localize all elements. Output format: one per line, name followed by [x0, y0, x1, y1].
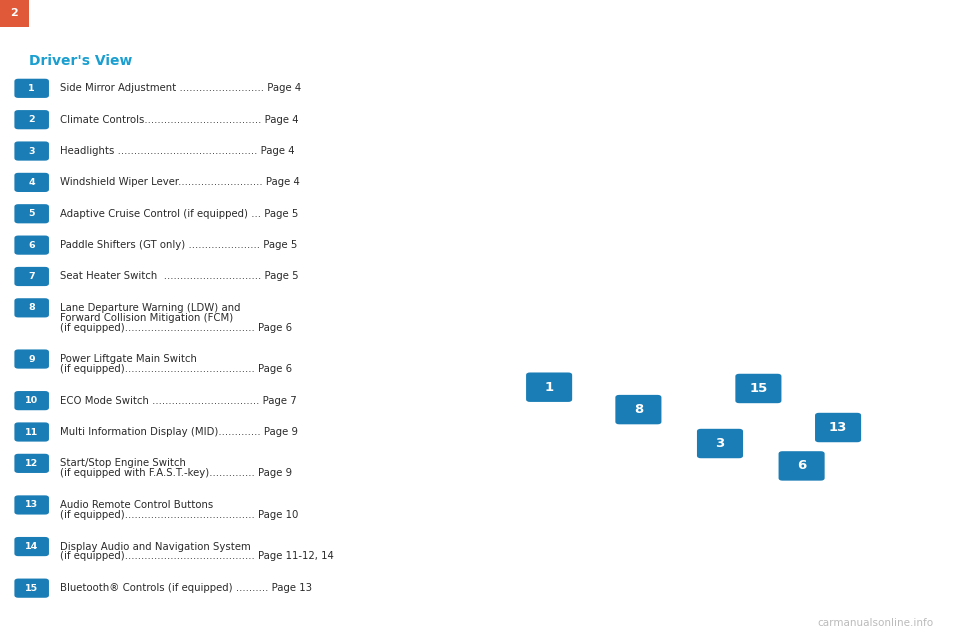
- FancyBboxPatch shape: [14, 79, 49, 98]
- Text: Display Audio and Navigation System: Display Audio and Navigation System: [60, 541, 252, 552]
- Text: Forward Collision Mitigation (FCM): Forward Collision Mitigation (FCM): [60, 313, 233, 323]
- Text: Climate Controls.................................... Page 4: Climate Controls........................…: [60, 115, 300, 125]
- Text: Driver's View: Driver's View: [29, 54, 132, 68]
- Text: Seat Heater Switch  .............................. Page 5: Seat Heater Switch .....................…: [60, 271, 300, 282]
- FancyBboxPatch shape: [14, 422, 49, 442]
- Text: 2: 2: [11, 8, 18, 19]
- Text: 14: 14: [25, 542, 38, 551]
- Text: 1: 1: [544, 381, 554, 394]
- Text: 10: 10: [25, 396, 38, 405]
- FancyBboxPatch shape: [14, 141, 49, 161]
- Text: 13: 13: [25, 500, 38, 509]
- Text: Adaptive Cruise Control (if equipped) ... Page 5: Adaptive Cruise Control (if equipped) ..…: [60, 209, 299, 219]
- FancyBboxPatch shape: [14, 579, 49, 598]
- Text: (if equipped with F.A.S.T.-key).............. Page 9: (if equipped with F.A.S.T.-key).........…: [60, 468, 293, 478]
- Text: 9: 9: [29, 355, 35, 364]
- Text: 1: 1: [29, 84, 35, 93]
- Text: (if equipped)........................................ Page 6: (if equipped)...........................…: [60, 323, 293, 333]
- FancyBboxPatch shape: [14, 267, 49, 286]
- FancyBboxPatch shape: [779, 451, 825, 481]
- FancyBboxPatch shape: [14, 173, 49, 192]
- Text: 7: 7: [29, 272, 35, 281]
- Text: (if equipped)........................................ Page 10: (if equipped)...........................…: [60, 510, 299, 520]
- Text: Power Liftgate Main Switch: Power Liftgate Main Switch: [60, 354, 198, 364]
- Text: Bluetooth® Controls (if equipped) .......... Page 13: Bluetooth® Controls (if equipped) ......…: [60, 583, 313, 593]
- Text: 8: 8: [634, 403, 643, 416]
- FancyBboxPatch shape: [14, 495, 49, 515]
- FancyBboxPatch shape: [526, 372, 572, 402]
- Text: 4: 4: [29, 178, 35, 187]
- Text: 6: 6: [29, 241, 35, 250]
- FancyBboxPatch shape: [14, 204, 49, 223]
- Text: Lane Departure Warning (LDW) and: Lane Departure Warning (LDW) and: [60, 303, 241, 313]
- FancyBboxPatch shape: [14, 391, 49, 410]
- Text: 11: 11: [25, 428, 38, 436]
- Text: 3: 3: [29, 147, 35, 156]
- FancyBboxPatch shape: [735, 374, 781, 403]
- FancyBboxPatch shape: [14, 110, 49, 129]
- Text: 8: 8: [28, 303, 36, 312]
- FancyBboxPatch shape: [615, 395, 661, 424]
- Text: 2: 2: [29, 115, 35, 124]
- Text: Side Mirror Adjustment .......................... Page 4: Side Mirror Adjustment .................…: [60, 83, 301, 93]
- Text: carmanualsonline.info: carmanualsonline.info: [817, 618, 933, 628]
- Text: 15: 15: [25, 584, 38, 593]
- FancyBboxPatch shape: [14, 454, 49, 473]
- Text: 13: 13: [828, 421, 848, 434]
- FancyBboxPatch shape: [697, 429, 743, 458]
- Text: Paddle Shifters (GT only) ...................... Page 5: Paddle Shifters (GT only) ..............…: [60, 240, 298, 250]
- Text: Audio Remote Control Buttons: Audio Remote Control Buttons: [60, 500, 214, 510]
- FancyBboxPatch shape: [14, 349, 49, 369]
- Text: 12: 12: [25, 459, 38, 468]
- FancyBboxPatch shape: [0, 0, 29, 27]
- Text: (if equipped)........................................ Page 6: (if equipped)...........................…: [60, 364, 293, 374]
- Text: 15: 15: [749, 382, 768, 395]
- Text: Headlights ........................................... Page 4: Headlights .............................…: [60, 146, 295, 156]
- Text: 3: 3: [715, 437, 725, 450]
- Text: Windshield Wiper Lever.......................... Page 4: Windshield Wiper Lever..................…: [60, 177, 300, 188]
- FancyBboxPatch shape: [14, 298, 49, 317]
- Text: 5: 5: [29, 209, 35, 218]
- FancyBboxPatch shape: [14, 537, 49, 556]
- Text: Start/Stop Engine Switch: Start/Stop Engine Switch: [60, 458, 186, 468]
- FancyBboxPatch shape: [815, 413, 861, 442]
- Text: Multi Information Display (MID)............. Page 9: Multi Information Display (MID).........…: [60, 427, 299, 437]
- Text: (if equipped)........................................ Page 11-12, 14: (if equipped)...........................…: [60, 552, 334, 561]
- FancyBboxPatch shape: [14, 236, 49, 255]
- Text: ECO Mode Switch ................................. Page 7: ECO Mode Switch ........................…: [60, 396, 298, 406]
- Text: 6: 6: [797, 460, 806, 472]
